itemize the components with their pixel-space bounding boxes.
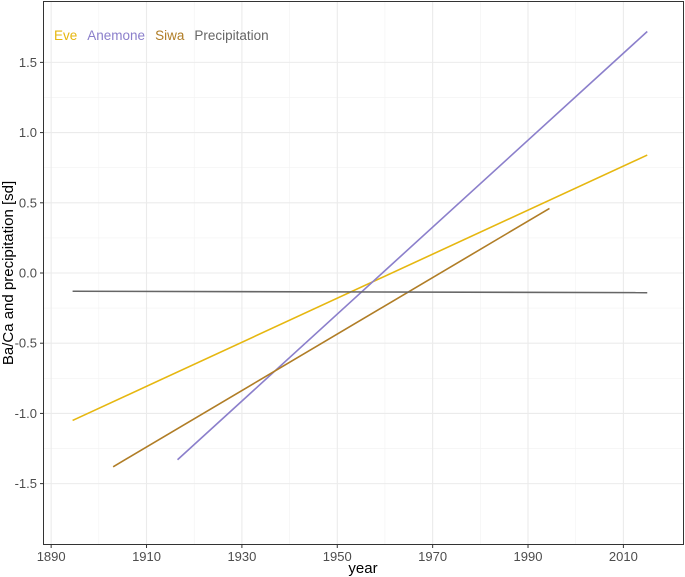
x-tick-label: 1970: [418, 549, 447, 564]
x-axis-title: year: [348, 560, 377, 577]
x-axis-ticks: 1890 1910 1930 1950 1970 1990 2010: [37, 544, 638, 564]
legend-item-siwa: Siwa: [155, 28, 185, 43]
major-gridlines: [44, 2, 683, 544]
series-line-siwa: [112, 207, 550, 468]
y-tick-label: -1.0: [15, 406, 37, 421]
x-tick-label: 1950: [323, 549, 352, 564]
y-tick-label: 1.5: [19, 55, 37, 70]
legend-item-anemone: Anemone: [87, 28, 145, 43]
minor-gridlines: [44, 2, 683, 544]
y-axis-title: Ba/Ca and precipitation [sd]: [0, 181, 17, 365]
y-tick-label: 1.0: [19, 125, 37, 140]
series-line-eve: [72, 154, 648, 422]
legend-item-precipitation: Precipitation: [194, 28, 268, 43]
series-lines: [72, 30, 648, 468]
y-tick-label: 0.0: [19, 266, 37, 281]
legend-item-eve: Eve: [54, 28, 77, 43]
x-tick-label: 1890: [37, 549, 66, 564]
x-tick-label: 1930: [227, 549, 256, 564]
y-axis-ticks: 1.5 1.0 0.5 0.0 -0.5 -1.0 -1.5: [15, 55, 44, 491]
series-line-anemone: [176, 30, 648, 461]
series-line-precipitation: [72, 290, 648, 294]
y-tick-label: -0.5: [15, 336, 37, 351]
legend: Eve Anemone Siwa Precipitation: [54, 28, 269, 43]
x-tick-label: 1910: [132, 549, 161, 564]
x-tick-label: 2010: [609, 549, 638, 564]
y-tick-label: 0.5: [19, 195, 37, 210]
y-tick-label: -1.5: [15, 476, 37, 491]
x-tick-label: 1990: [514, 549, 543, 564]
